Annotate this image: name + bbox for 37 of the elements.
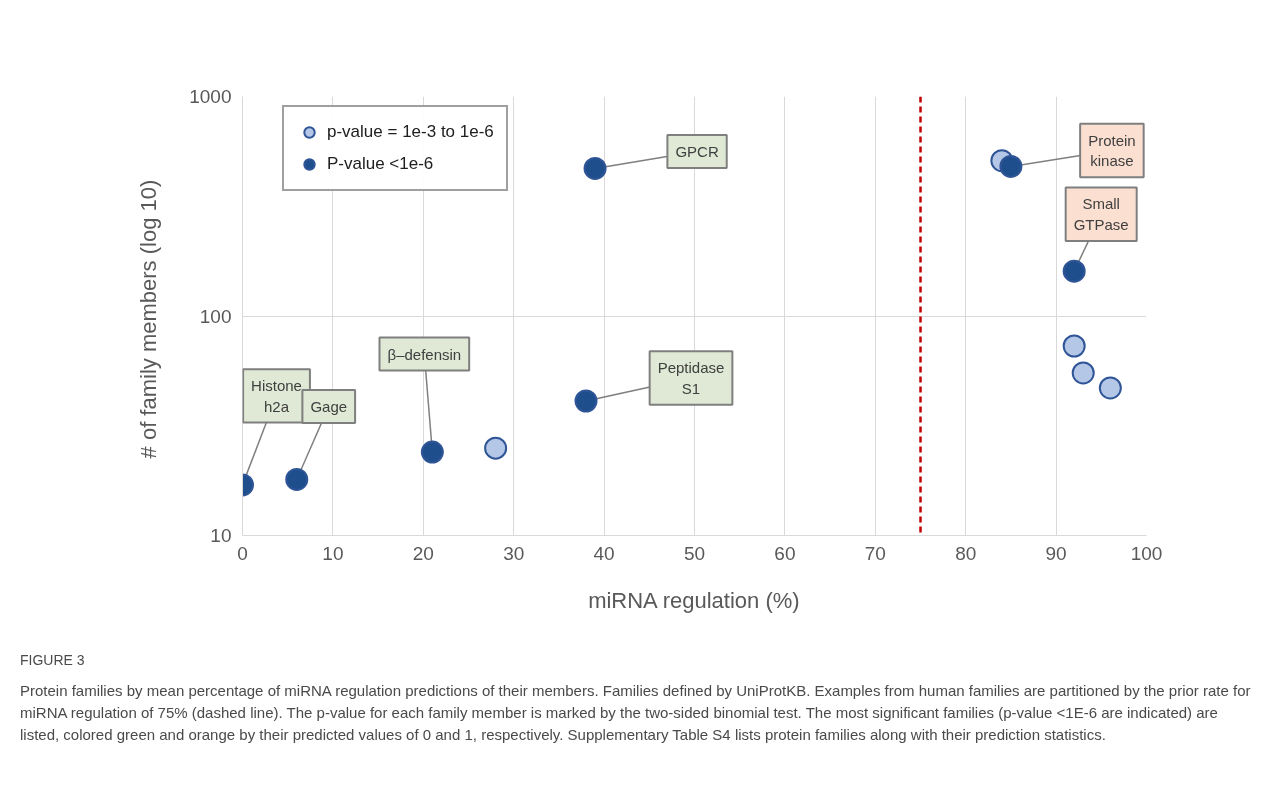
x-tick-label: 80 <box>955 542 977 564</box>
x-tick-label: 100 <box>1130 542 1163 564</box>
x-tick-label: 20 <box>412 542 434 564</box>
legend-label: p-value = 1e-3 to 1e-6 <box>327 122 494 142</box>
x-tick-label: 60 <box>774 542 796 564</box>
x-tick-label: 0 <box>237 542 248 564</box>
point <box>583 157 607 180</box>
x-tick-label: 90 <box>1045 542 1067 564</box>
x-tick-label: 50 <box>683 542 706 564</box>
x-axis-title: miRNA regulation (%) <box>588 587 800 613</box>
annotation: Small GTPase <box>1073 195 1129 233</box>
y-tick-label: 100 <box>199 305 232 327</box>
x-tick-label: 10 <box>322 542 344 564</box>
point <box>1062 334 1086 358</box>
point <box>285 467 309 491</box>
point <box>1071 361 1095 385</box>
text: Protein families by mean percentage of miRNA regulation predictions of their members. Families defined by UniProtKB. Examples from human families are partitioned by the prior rate for miRNA regulation of 75% (dashed line). The p-value for each family member is marked by the two-sided binomial test. The most significant families (p-value <1E-6 are indicated) are listed, colored green and orange by their predicted values of 0 and 1, respectively. Supplementary Table S4 lists protein families along with their prediction statistics. <box>20 681 1252 745</box>
point <box>420 440 444 464</box>
y-tick-label: 10 <box>210 525 232 546</box>
annotation: Histone h2a <box>251 377 302 415</box>
x-tick-label: 30 <box>503 542 525 564</box>
point <box>574 389 598 413</box>
y-axis-title: # of family members (log 10) <box>136 179 162 459</box>
point <box>484 436 508 460</box>
y-tick-label: 1000 <box>189 86 232 107</box>
point <box>1098 376 1122 400</box>
annotation: Gage <box>310 397 348 415</box>
legend-label: P-value <1e-6 <box>327 154 434 174</box>
annotation: GPCR <box>675 142 719 160</box>
annotation: Peptidase S1 <box>657 359 725 397</box>
x-tick-label: 70 <box>864 542 886 564</box>
point <box>999 154 1023 178</box>
x-tick-label: 40 <box>593 542 615 564</box>
annotation: Protein kinase <box>1088 131 1136 170</box>
caption: FIGURE 3 <box>20 651 85 670</box>
point <box>1062 259 1086 283</box>
annotation: β–defensin <box>387 345 462 363</box>
